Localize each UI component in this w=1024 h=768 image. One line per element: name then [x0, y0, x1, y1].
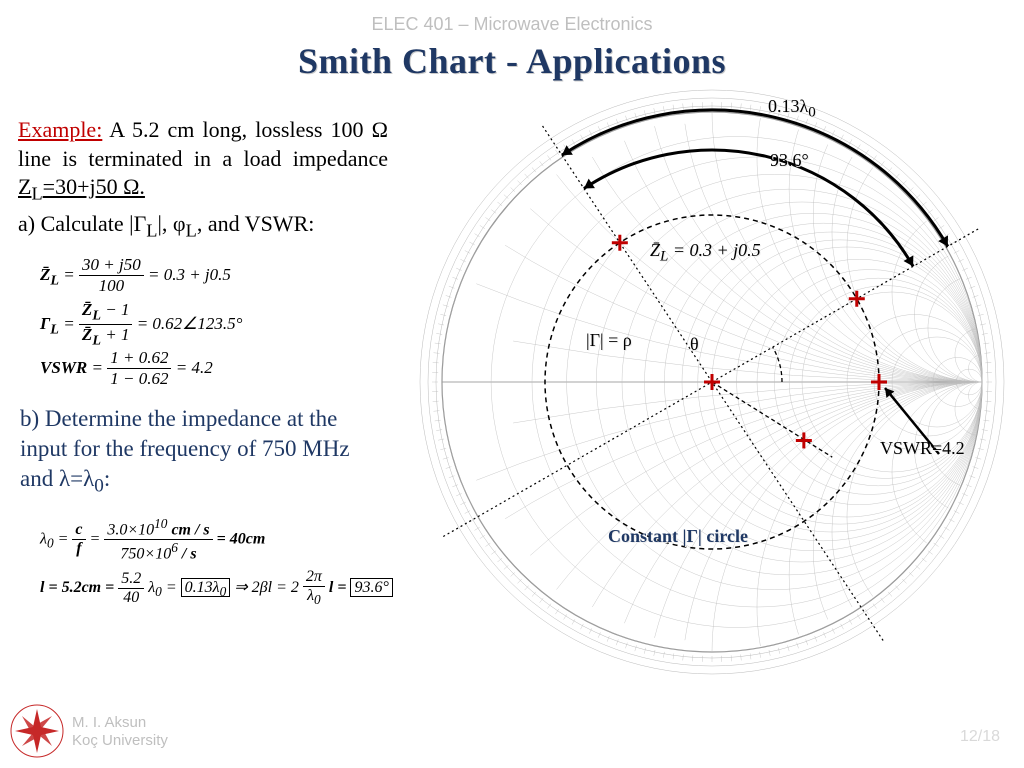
- part-a-prompt: a) Calculate |ΓL|, φL, and VSWR:: [18, 210, 388, 243]
- label-theta: θ: [690, 334, 699, 355]
- label-zl: Z̄L = 0.3 + j0.5: [650, 240, 761, 266]
- equation-vswr: VSWR = 1 + 0.621 − 0.62 = 4.2: [40, 348, 213, 390]
- equation-length: l = 5.2cm = 5.240 λ0 = 0.13λ0 ⇒ 2βl = 2 …: [40, 568, 393, 608]
- page-number: 12/18: [960, 728, 1000, 746]
- example-text: Example: A 5.2 cm long, lossless 100 Ω l…: [18, 116, 388, 244]
- smith-chart: [412, 82, 1012, 682]
- label-gamma-rho: |Γ| = ρ: [586, 330, 632, 351]
- part-b-prompt: b) Determine the impedance at the input …: [20, 404, 380, 499]
- label-936deg: 93.6°: [770, 150, 809, 171]
- footer-author: M. I. Aksun Koç University: [72, 714, 168, 750]
- equation-zl-norm: Z̄L = 30 + j50100 = 0.3 + j0.5: [40, 255, 231, 297]
- equation-gamma: ΓL = Z̄L − 1 Z̄L + 1 = 0.62∠123.5°: [40, 300, 242, 350]
- university-logo-icon: [10, 704, 64, 758]
- course-header: ELEC 401 – Microwave Electronics: [0, 14, 1024, 35]
- example-label: Example:: [18, 117, 102, 142]
- label-013lambda: 0.13λ0: [768, 96, 816, 122]
- slide-title: Smith Chart - Applications: [0, 40, 1024, 82]
- equation-lambda0: λ0 = cf = 3.0×1010 cm / s 750×106 / s = …: [40, 516, 265, 564]
- label-vswr: VSWR=4.2: [880, 438, 965, 459]
- label-const-gamma: Constant |Γ| circle: [608, 526, 748, 547]
